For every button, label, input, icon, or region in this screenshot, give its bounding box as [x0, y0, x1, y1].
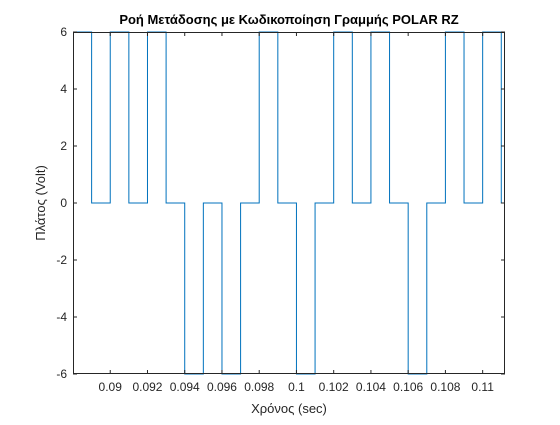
y-tick-label: -2: [56, 253, 67, 267]
y-axis-ticks: -6 -4 -2 0 2 4 6: [56, 25, 505, 381]
x-axis-label: Χρόνος (sec): [251, 401, 327, 416]
y-tick-label: 0: [60, 196, 67, 210]
y-axis-label: Πλάτος (Volt): [33, 165, 48, 241]
x-tick-label: 0.1: [288, 380, 305, 394]
x-axis-ticks: 0.09 0.092 0.094 0.096 0.098 0.1 0.102 0.104 0.1…: [99, 32, 494, 394]
x-tick-label: 0.102: [319, 380, 349, 394]
x-tick-label: 0.096: [207, 380, 237, 394]
y-tick-label: 2: [60, 139, 67, 153]
x-tick-label: 0.11: [471, 380, 494, 394]
y-tick-label: 6: [60, 25, 67, 39]
chart-title: Ροή Μετάδοσης με Κωδικοποίηση Γραμμής PO…: [119, 12, 458, 27]
y-tick-label: -6: [56, 367, 67, 381]
x-tick-label: 0.108: [430, 380, 460, 394]
x-tick-label: 0.104: [356, 380, 386, 394]
x-tick-label: 0.106: [393, 380, 423, 394]
x-tick-label: 0.09: [99, 380, 123, 394]
y-tick-label: -4: [56, 310, 67, 324]
x-tick-label: 0.098: [244, 380, 274, 394]
x-tick-label: 0.094: [170, 380, 200, 394]
x-tick-label: 0.092: [132, 380, 162, 394]
y-tick-label: 4: [60, 82, 67, 96]
